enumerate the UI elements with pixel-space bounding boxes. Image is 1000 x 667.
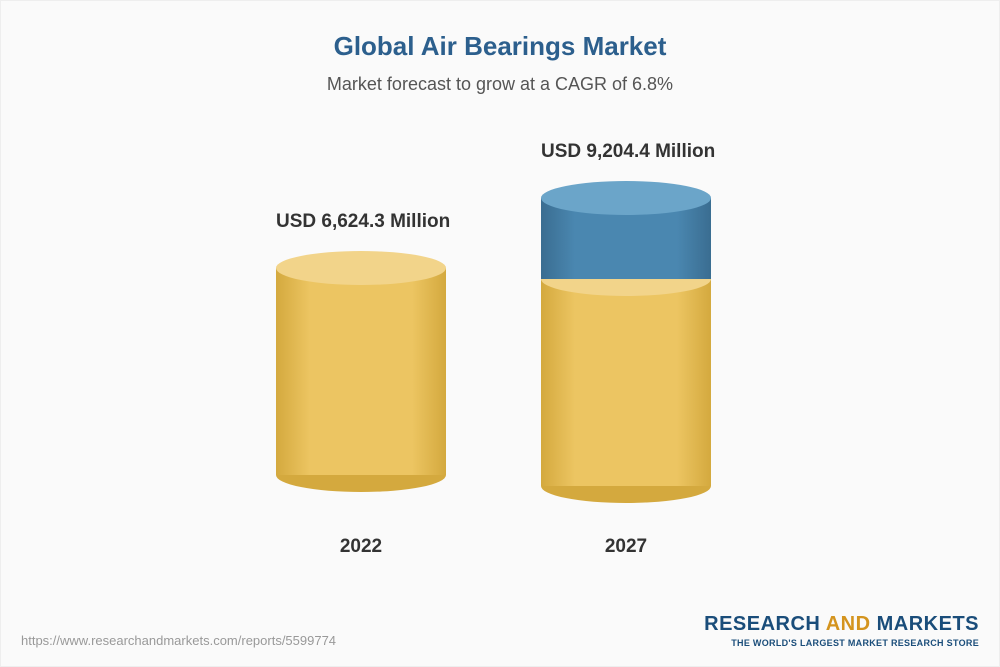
year-label-2022: 2022: [276, 536, 446, 558]
source-url: https://www.researchandmarkets.com/repor…: [21, 633, 336, 648]
cylinder-body-2027: [541, 181, 711, 503]
cylinder-2022: USD 6,624.3 Million: [276, 211, 446, 492]
chart-title: Global Air Bearings Market: [1, 1, 999, 62]
footer: https://www.researchandmarkets.com/repor…: [21, 613, 979, 648]
value-label-2027: USD 9,204.4 Million: [541, 141, 711, 163]
logo-word2: AND: [826, 613, 871, 635]
logo: RESEARCH AND MARKETS THE WORLD'S LARGEST…: [704, 613, 979, 648]
cylinder-body-2022: [276, 251, 446, 492]
cylinder-top-ellipse: [541, 181, 711, 215]
cylinders-area: USD 6,624.3 Million 2022 USD 9,204.4 Milli…: [1, 141, 999, 561]
logo-word3: MARKETS: [877, 613, 979, 635]
cylinder-top-ellipse: [276, 251, 446, 285]
cylinder-segment: [541, 279, 711, 486]
chart-container: Global Air Bearings Market Market foreca…: [0, 0, 1000, 667]
logo-tagline: THE WORLD'S LARGEST MARKET RESEARCH STOR…: [704, 638, 979, 648]
logo-text: RESEARCH AND MARKETS: [704, 613, 979, 636]
logo-word1: RESEARCH: [704, 613, 820, 635]
cylinder-segment: [276, 268, 446, 475]
value-label-2022: USD 6,624.3 Million: [276, 211, 446, 233]
chart-subtitle: Market forecast to grow at a CAGR of 6.8…: [1, 62, 999, 95]
cylinder-2027: USD 9,204.4 Million: [541, 141, 711, 503]
year-label-2027: 2027: [541, 536, 711, 558]
